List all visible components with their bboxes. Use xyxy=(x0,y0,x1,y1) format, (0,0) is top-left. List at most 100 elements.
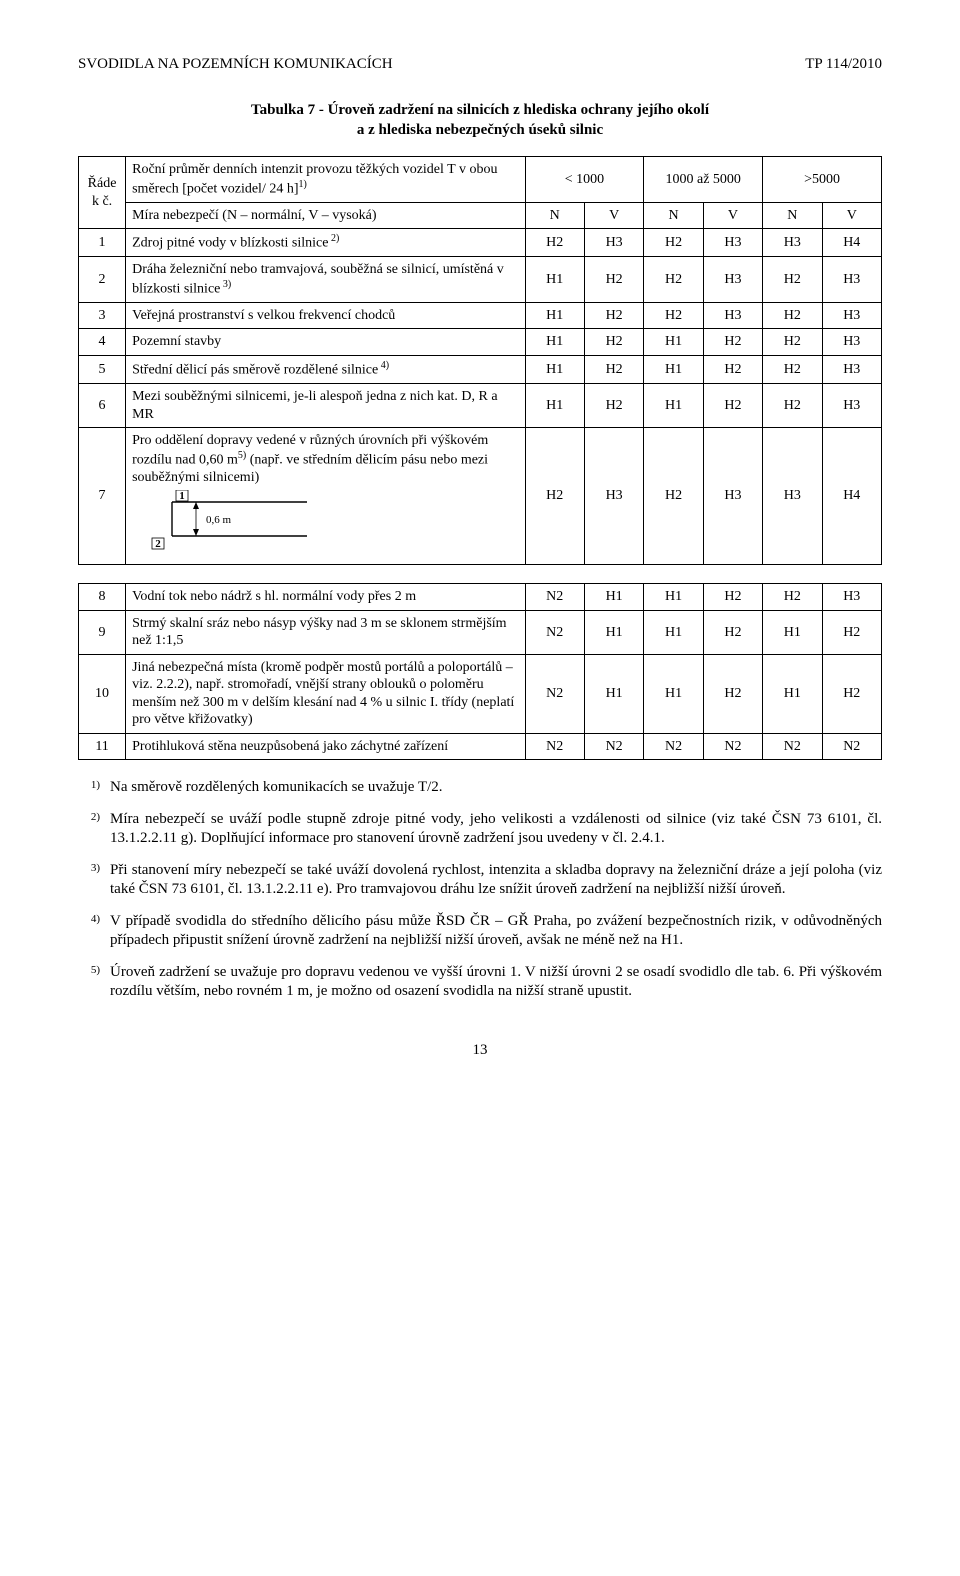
mira-v2: N xyxy=(644,202,703,229)
row-val: H3 xyxy=(703,302,762,329)
row-num: 11 xyxy=(79,733,126,760)
table-row: 2Dráha železniční nebo tramvajová, soubě… xyxy=(79,257,882,303)
row-val: H1 xyxy=(644,610,703,654)
row-val: H3 xyxy=(822,384,882,428)
row-val: H1 xyxy=(763,610,822,654)
table-row: 6Mezi souběžnými silnicemi, je-li alespo… xyxy=(79,384,882,428)
header-right: TP 114/2010 xyxy=(805,56,882,73)
row-val: H3 xyxy=(822,257,882,303)
row-val: H1 xyxy=(525,257,584,303)
row-val: H2 xyxy=(584,355,643,383)
row-val: H1 xyxy=(644,355,703,383)
row-val: H3 xyxy=(822,329,882,356)
svg-text:2: 2 xyxy=(155,538,161,550)
row-num: 9 xyxy=(79,610,126,654)
table-row-7: 7 Pro oddělení dopravy vedené v různých … xyxy=(79,428,882,565)
row-val: H2 xyxy=(822,610,882,654)
row-val: H3 xyxy=(703,257,762,303)
row-num: 10 xyxy=(79,654,126,733)
row-val: N2 xyxy=(703,733,762,760)
row-val: H3 xyxy=(822,584,882,611)
row-desc: Pozemní stavby xyxy=(126,329,525,356)
header-left: SVODIDLA NA POZEMNÍCH KOMUNIKACÍCH xyxy=(78,56,393,73)
footnote: 2) Míra nebezpečí se uváží podle stupně z… xyxy=(78,810,882,849)
footnotes: 1)Na směrově rozdělených komunikacích se… xyxy=(78,778,882,1002)
page-number: 13 xyxy=(78,1042,882,1059)
row-val: N2 xyxy=(525,610,584,654)
row-val: H2 xyxy=(703,610,762,654)
row-num: 5 xyxy=(79,355,126,383)
row-val: H2 xyxy=(584,257,643,303)
mira-label: Míra nebezpečí (N – normální, V – vysoká… xyxy=(126,202,525,229)
footnote-marker: 3) xyxy=(78,861,100,900)
col-head-c3: >5000 xyxy=(763,157,882,203)
row-val: H3 xyxy=(763,229,822,257)
footnote-text: Na směrově rozdělených komunikacích se u… xyxy=(110,778,882,798)
table-row: 5Střední dělicí pás směrově rozdělené si… xyxy=(79,355,882,383)
row-val: H1 xyxy=(644,384,703,428)
col-head-provoz-sup: 1) xyxy=(299,179,307,190)
footnote-text: Úroveň zadržení se uvažuje pro dopravu v… xyxy=(110,963,882,1002)
footnote: 1)Na směrově rozdělených komunikacích se… xyxy=(78,778,882,798)
row-val: H2 xyxy=(763,257,822,303)
table-row: 8Vodní tok nebo nádrž s hl. normální vod… xyxy=(79,584,882,611)
row-val: N2 xyxy=(525,654,584,733)
row-num: 3 xyxy=(79,302,126,329)
col-head-provoz: Roční průměr denních intenzit provozu tě… xyxy=(126,157,525,203)
row-val: N2 xyxy=(584,733,643,760)
row-val: H2 xyxy=(703,654,762,733)
footnote-marker: 2) xyxy=(78,810,100,849)
footnote-text: Míra nebezpečí se uváží podle stupně zdr… xyxy=(110,810,882,849)
row-val: H1 xyxy=(525,302,584,329)
row-val: N2 xyxy=(763,733,822,760)
col-head-c2: 1000 až 5000 xyxy=(644,157,763,203)
row-desc: Veřejná prostranství s velkou frekvencí … xyxy=(126,302,525,329)
row-val: N2 xyxy=(525,733,584,760)
row-num: 8 xyxy=(79,584,126,611)
row-val: H1 xyxy=(525,355,584,383)
row-val: N2 xyxy=(822,733,882,760)
row-val: H4 xyxy=(822,229,882,257)
header-row-1: Řáde k č. Roční průměr denních intenzit … xyxy=(79,157,882,203)
row-val: H2 xyxy=(763,302,822,329)
row-desc: Strmý skalní sráz nebo násyp výšky nad 3… xyxy=(126,610,525,654)
row-val: H2 xyxy=(584,384,643,428)
footnote-text: V případě svodidla do středního dělicího… xyxy=(110,912,882,951)
mira-v3: V xyxy=(703,202,762,229)
row-val: H2 xyxy=(584,329,643,356)
table-row: 11Protihluková stěna neuzpůsobená jako z… xyxy=(79,733,882,760)
row-val: N2 xyxy=(644,733,703,760)
table-title-line1: Tabulka 7 - Úroveň zadržení na silnicích… xyxy=(158,101,801,121)
row7-v0: H2 xyxy=(525,428,584,565)
table-section-2: 8Vodní tok nebo nádrž s hl. normální vod… xyxy=(78,583,882,760)
footnote-marker: 4) xyxy=(78,912,100,951)
svg-text:1: 1 xyxy=(179,490,185,502)
row-desc: Mezi souběžnými silnicemi, je-li alespoň… xyxy=(126,384,525,428)
row-val: H1 xyxy=(644,654,703,733)
footnote: 5)Úroveň zadržení se uvažuje pro dopravu… xyxy=(78,963,882,1002)
row-val: H2 xyxy=(763,384,822,428)
row-val: H3 xyxy=(703,229,762,257)
col-head-provoz-text: Roční průměr denních intenzit provozu tě… xyxy=(132,162,497,196)
row-val: H2 xyxy=(703,384,762,428)
row-desc: Jiná nebezpečná místa (kromě podpěr most… xyxy=(126,654,525,733)
table-title: Tabulka 7 - Úroveň zadržení na silnicích… xyxy=(158,101,801,140)
footnote: 4) V případě svodidla do středního dělicí… xyxy=(78,912,882,951)
row-val: H2 xyxy=(763,584,822,611)
row-val: H1 xyxy=(584,654,643,733)
row7-v4: H3 xyxy=(763,428,822,565)
row-val: H1 xyxy=(525,329,584,356)
row-val: H2 xyxy=(584,302,643,329)
row7-num: 7 xyxy=(79,428,126,565)
row-desc: Protihluková stěna neuzpůsobená jako zác… xyxy=(126,733,525,760)
row-val: H2 xyxy=(525,229,584,257)
table-row: 10Jiná nebezpečná místa (kromě podpěr mo… xyxy=(79,654,882,733)
row-val: H2 xyxy=(703,329,762,356)
row-desc: Vodní tok nebo nádrž s hl. normální vody… xyxy=(126,584,525,611)
row-num: 1 xyxy=(79,229,126,257)
row7-desc-sup: 5) xyxy=(238,450,246,461)
row7-desc: Pro oddělení dopravy vedené v různých úr… xyxy=(126,428,525,565)
row-val: H1 xyxy=(644,584,703,611)
row-val: H2 xyxy=(763,329,822,356)
footnote-text: Při stanovení míry nebezpečí se také uvá… xyxy=(110,861,882,900)
